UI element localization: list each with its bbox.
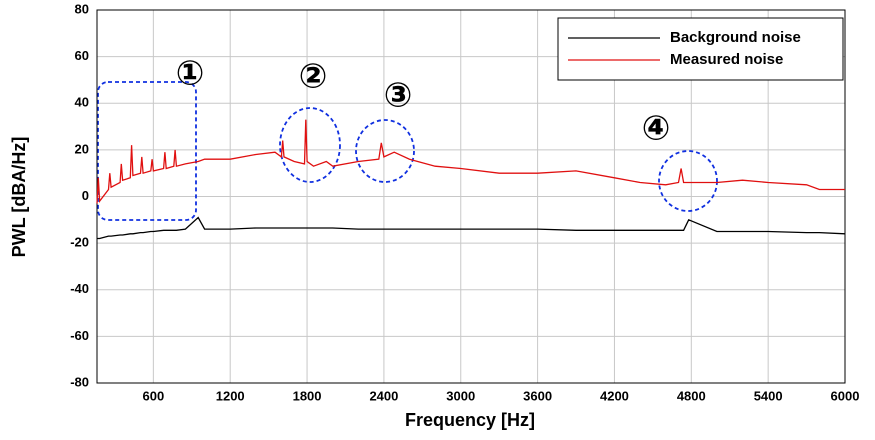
data-line (96, 119, 845, 204)
y-tick-label: -60 (70, 328, 89, 343)
y-tick-label: 0 (82, 188, 89, 203)
y-axis-title: PWL [dBA/Hz] (9, 137, 29, 258)
highlight-ellipse (658, 150, 718, 212)
y-tick-label: -20 (70, 235, 89, 250)
x-tick-label: 3000 (446, 388, 475, 403)
x-tick-label: 3600 (523, 388, 552, 403)
x-tick-label: 5400 (754, 388, 783, 403)
annotation-label: ① (176, 54, 205, 94)
y-tick-label: -40 (70, 281, 89, 296)
data-line (97, 216, 846, 240)
x-tick-label: 4800 (677, 388, 706, 403)
x-tick-label: 2400 (369, 388, 398, 403)
x-tick-label: 6000 (831, 388, 860, 403)
x-axis-title: Frequency [Hz] (405, 410, 535, 430)
legend: Background noise Measured noise (557, 17, 844, 81)
y-tick-label: 80 (75, 1, 89, 16)
highlight-box (97, 81, 197, 221)
x-tick-label: 1200 (216, 388, 245, 403)
highlight-ellipse (279, 107, 341, 183)
y-tick-label: 40 (75, 95, 89, 110)
y-tick-label: 60 (75, 48, 89, 63)
annotation-label: ② (299, 57, 328, 97)
annotation-label: ③ (384, 76, 413, 116)
y-tick-label: 20 (75, 141, 89, 156)
x-tick-label: 600 (143, 388, 165, 403)
highlight-ellipse (355, 119, 415, 183)
x-tick-label: 1800 (293, 388, 322, 403)
y-tick-label: -80 (70, 374, 89, 389)
legend-box (557, 17, 844, 81)
x-tick-label: 4200 (600, 388, 629, 403)
annotation-label: ④ (642, 109, 671, 149)
legend-label: Background noise (670, 29, 801, 46)
legend-label: Measured noise (670, 51, 783, 68)
